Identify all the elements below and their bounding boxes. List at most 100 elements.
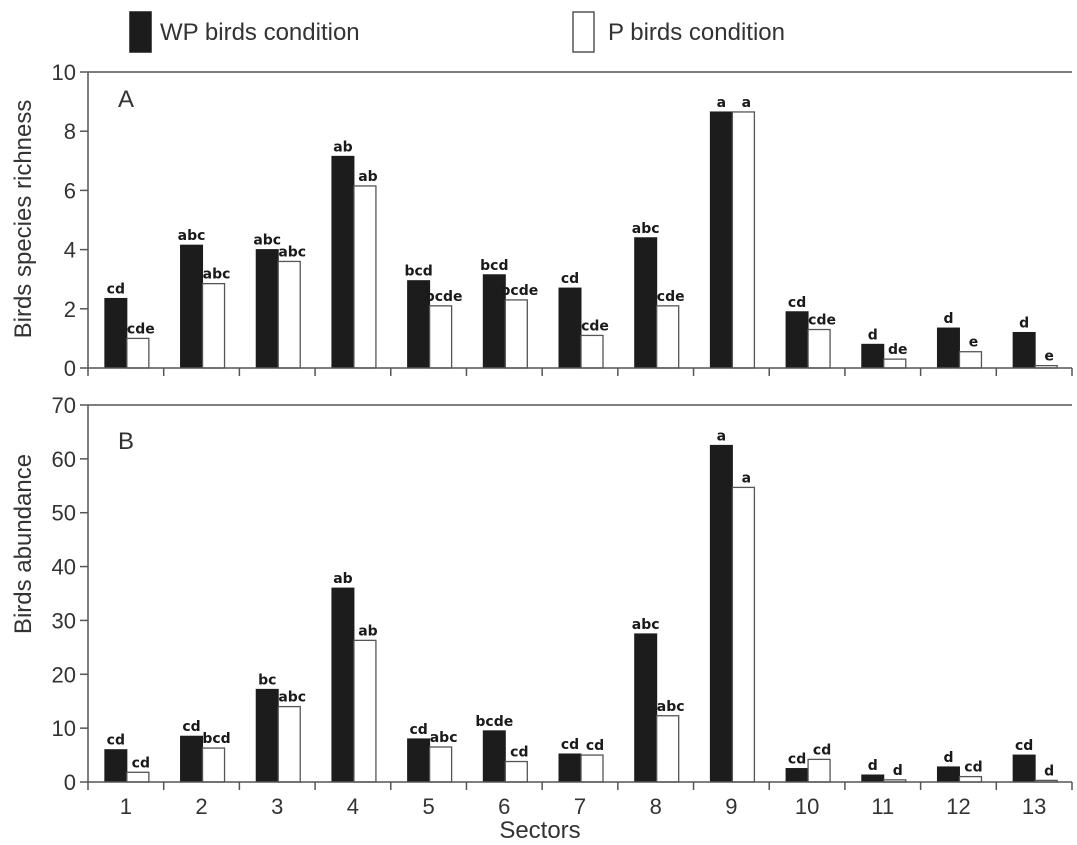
- x-axis-title: Sectors: [499, 817, 580, 844]
- panel-a-bar-p-1: [126, 337, 150, 369]
- x-tick-label: 13: [1022, 794, 1046, 819]
- x-tick-label: 4: [347, 794, 359, 819]
- panel-b-y-tick-label: 50: [52, 501, 76, 526]
- panel-a-letter-p-2: abc: [203, 267, 231, 283]
- panel-a-bar-wp-10: [785, 311, 809, 369]
- panel-b-letter-wp-4: ab: [333, 571, 352, 587]
- panel-a-letter-wp-8: abc: [632, 221, 660, 237]
- legend-swatch-wp: [129, 11, 152, 53]
- legend-label-p: P birds condition: [608, 19, 785, 46]
- panel-b-letter-p-12: cd: [964, 760, 982, 776]
- panel-b-bar-wp-10: [785, 768, 809, 783]
- x-tick-label: 3: [271, 794, 283, 819]
- panel-b-y-tick-label: 30: [52, 608, 76, 633]
- panel-a-letter-wp-3: abc: [253, 233, 281, 249]
- panel-b-label: B: [118, 428, 134, 455]
- legend-label-wp: WP birds condition: [160, 19, 360, 46]
- panel-a-bar-p-9: [731, 111, 756, 369]
- panel-b-letter-wp-7: cd: [561, 737, 579, 753]
- panel-a-bar-p-7: [580, 334, 604, 369]
- panel-a-y-axis-title: Birds species richness: [10, 100, 37, 339]
- panel-b-letter-p-2: bcd: [202, 731, 230, 747]
- panel-a-y-tick-label: 0: [64, 356, 76, 381]
- panel-a-letter-p-11: de: [888, 342, 908, 358]
- x-tick-label: 6: [498, 794, 510, 819]
- panel-a-letter-p-5: bcde: [425, 289, 463, 305]
- panel-a-letter-wp-5: bcd: [404, 264, 432, 280]
- panel-b-letter-p-6: cd: [510, 745, 528, 761]
- panel-a-letter-p-8: cde: [657, 289, 685, 305]
- panel-b-y-tick-label: 40: [52, 555, 76, 580]
- axes-frames: [87, 71, 1072, 783]
- panel-a-letter-wp-4: ab: [333, 139, 352, 155]
- panel-a-bar-wp-13: [1012, 331, 1036, 369]
- panel-b-bar-p-8: [656, 715, 680, 783]
- panel-a-label: A: [118, 86, 134, 113]
- panel-b-letter-wp-2: cd: [182, 719, 200, 735]
- panel-a-bar-p-2: [201, 282, 226, 369]
- panel-a-y-tick-label: 6: [64, 178, 76, 203]
- panel-b-bar-wp-2: [180, 735, 204, 783]
- panel-a-bar-p-6: [504, 299, 528, 369]
- panel-b-letter-wp-10: cd: [788, 752, 806, 768]
- panel-b-bar-p-2: [201, 747, 226, 783]
- panel-b-letter-wp-5: cd: [409, 722, 427, 738]
- x-tick-label: 5: [422, 794, 434, 819]
- panel-a-bar-p-8: [656, 305, 680, 369]
- panel-a-letter-wp-11: d: [868, 327, 878, 343]
- panel-b-letter-wp-12: d: [943, 750, 953, 766]
- panel-b-bar-wp-12: [936, 766, 960, 783]
- panel-b-bar-p-10: [807, 758, 831, 783]
- panel-a-letter-p-10: cde: [808, 313, 836, 329]
- panel-b-bar-wp-7: [558, 753, 582, 783]
- panel-b-letter-p-3: abc: [278, 690, 306, 706]
- legend: WP birds condition P birds condition: [129, 11, 785, 53]
- panel-b-letter-wp-6: bcde: [475, 714, 513, 730]
- panel-b-letter-p-8: abc: [657, 699, 685, 715]
- panel-a-letter-p-6: bcde: [500, 283, 538, 299]
- x-tick-label: 9: [725, 794, 737, 819]
- x-tick-label: 7: [574, 794, 586, 819]
- panel-b-bar-wp-4: [331, 587, 355, 783]
- panel-a-y-tick-label: 2: [64, 297, 76, 322]
- panel-b-y-axis-title: Birds abundance: [10, 454, 37, 634]
- panel-b-letter-p-13: d: [1044, 763, 1054, 779]
- panel-a-bar-p-11: [883, 358, 907, 369]
- panel-a-letter-wp-1: cd: [107, 281, 125, 297]
- panel-b-bar-wp-3: [255, 688, 279, 783]
- x-tick-label: 8: [650, 794, 662, 819]
- panel-a-letter-wp-10: cd: [788, 295, 806, 311]
- panel-a-y-tick-label: 8: [64, 119, 76, 144]
- panel-b-letter-wp-9: a: [717, 428, 726, 444]
- panel-b-letter-p-11: d: [893, 763, 903, 779]
- panel-b-letter-p-7: cd: [586, 738, 604, 754]
- x-tick-label: 10: [795, 794, 819, 819]
- panel-b-letter-p-1: cd: [132, 755, 150, 771]
- panel-a-letter-wp-2: abc: [178, 228, 206, 244]
- panel-a-y-tick-label: 10: [52, 60, 76, 85]
- panel-a-letter-p-12: e: [969, 335, 979, 351]
- panel-b-y-tick-label: 60: [52, 447, 76, 472]
- panel-a-bar-wp-8: [634, 237, 658, 369]
- panel-b-letter-wp-11: d: [868, 758, 878, 774]
- panel-a-letter-p-3: abc: [278, 244, 306, 260]
- panel-b-bar-p-1: [126, 771, 150, 783]
- panel-a-bar-p-10: [807, 328, 831, 369]
- x-axis-ticks: 1 2 3 4 5 6 7 8 9 10 11 12 13: [120, 794, 1047, 819]
- x-tick-label: 1: [120, 794, 132, 819]
- panel-b-letter-wp-3: bc: [258, 672, 276, 688]
- panel-a-letter-wp-9: a: [717, 95, 726, 111]
- panel-b-bars: [104, 444, 1058, 783]
- panel-a-bar-wp-3: [255, 249, 279, 369]
- panel-a-bar-wp-11: [861, 343, 885, 369]
- panel-b-bar-wp-13: [1012, 754, 1036, 783]
- panel-b-letter-wp-1: cd: [107, 733, 125, 749]
- panel-a-bar-wp-2: [180, 244, 204, 369]
- panel-b-bar-p-12: [958, 775, 983, 783]
- panel-b-letter-p-5: abc: [430, 730, 458, 746]
- panel-a-letter-p-7: cde: [581, 318, 609, 334]
- panel-b-letter-wp-8: abc: [632, 617, 660, 633]
